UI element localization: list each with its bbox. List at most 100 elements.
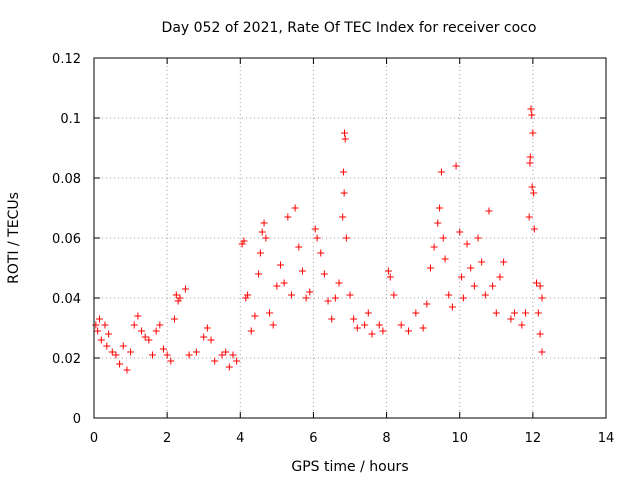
data-point <box>528 183 536 191</box>
data-point <box>240 237 248 245</box>
data-point <box>119 342 127 350</box>
data-point <box>242 294 250 302</box>
data-point <box>478 258 486 266</box>
data-point <box>291 204 299 212</box>
data-point <box>105 330 113 338</box>
x-tick-label: 12 <box>525 431 542 446</box>
data-point <box>163 351 171 359</box>
data-point <box>174 297 182 305</box>
data-point <box>527 105 535 113</box>
data-point <box>342 234 350 242</box>
data-point <box>492 309 500 317</box>
data-point <box>536 282 544 290</box>
x-tick-label: 10 <box>451 431 468 446</box>
data-point <box>353 324 361 332</box>
data-point <box>474 234 482 242</box>
data-point <box>130 321 138 329</box>
data-point <box>507 315 515 323</box>
data-point <box>341 129 349 137</box>
data-point <box>101 321 109 329</box>
data-point <box>302 294 310 302</box>
data-point <box>127 348 135 356</box>
data-points <box>92 105 546 374</box>
data-point <box>211 357 219 365</box>
data-point <box>386 273 394 281</box>
data-point <box>368 330 376 338</box>
data-point <box>346 291 354 299</box>
data-point <box>97 336 105 344</box>
data-point <box>526 153 534 161</box>
data-point <box>152 327 160 335</box>
data-point <box>247 327 255 335</box>
data-point <box>266 309 274 317</box>
y-tick-label: 0.08 <box>52 172 81 187</box>
data-point <box>437 168 445 176</box>
data-point <box>538 348 546 356</box>
data-point <box>530 225 538 233</box>
x-tick-label: 14 <box>598 431 615 446</box>
chart-title: Day 052 of 2021, Rate Of TEC Index for r… <box>162 20 537 36</box>
data-point <box>251 312 259 320</box>
data-point <box>361 321 369 329</box>
data-point <box>295 243 303 251</box>
data-point <box>536 330 544 338</box>
y-tick-label: 0.04 <box>52 292 81 307</box>
data-point <box>533 279 541 287</box>
data-point <box>481 291 489 299</box>
data-point <box>156 321 164 329</box>
data-point <box>306 288 314 296</box>
data-point <box>434 219 442 227</box>
data-point <box>269 321 277 329</box>
data-point <box>528 111 536 119</box>
data-point <box>255 270 263 278</box>
data-point <box>159 345 167 353</box>
data-point <box>496 273 504 281</box>
data-point <box>258 228 266 236</box>
data-point <box>116 360 124 368</box>
x-tick-label: 2 <box>163 431 171 446</box>
data-point <box>141 333 149 341</box>
data-point <box>489 282 497 290</box>
data-point <box>439 234 447 242</box>
data-point <box>218 351 226 359</box>
data-point <box>397 321 405 329</box>
data-point <box>467 264 475 272</box>
data-point <box>262 234 270 242</box>
data-point <box>470 282 478 290</box>
data-point <box>176 294 184 302</box>
data-point <box>138 327 146 335</box>
y-tick-label: 0 <box>73 412 81 427</box>
data-point <box>311 225 319 233</box>
data-point <box>529 129 537 137</box>
data-point <box>335 279 343 287</box>
data-point <box>229 351 237 359</box>
data-point <box>207 336 215 344</box>
data-point <box>423 300 431 308</box>
data-point <box>390 291 398 299</box>
data-point <box>298 267 306 275</box>
axis-ticks: 0 2 4 6 8 10 12 14 0 0.02 0.04 0.06 0.08 0.1 0.12 <box>52 52 614 446</box>
data-point <box>222 348 230 356</box>
y-tick-label: 0.06 <box>52 232 81 247</box>
data-point <box>92 321 100 329</box>
data-point <box>324 297 332 305</box>
data-point <box>203 324 211 332</box>
x-tick-label: 0 <box>90 431 98 446</box>
data-point <box>123 366 131 374</box>
data-point <box>419 324 427 332</box>
data-point <box>284 213 292 221</box>
data-point <box>522 309 530 317</box>
data-point <box>530 189 538 197</box>
data-point <box>112 351 120 359</box>
data-point <box>379 327 387 335</box>
data-point <box>273 282 281 290</box>
data-point <box>280 279 288 287</box>
data-point <box>287 291 295 299</box>
data-point <box>149 351 157 359</box>
data-point <box>317 249 325 257</box>
data-point <box>405 327 413 335</box>
data-point <box>448 303 456 311</box>
data-point <box>260 219 268 227</box>
data-point <box>364 309 372 317</box>
